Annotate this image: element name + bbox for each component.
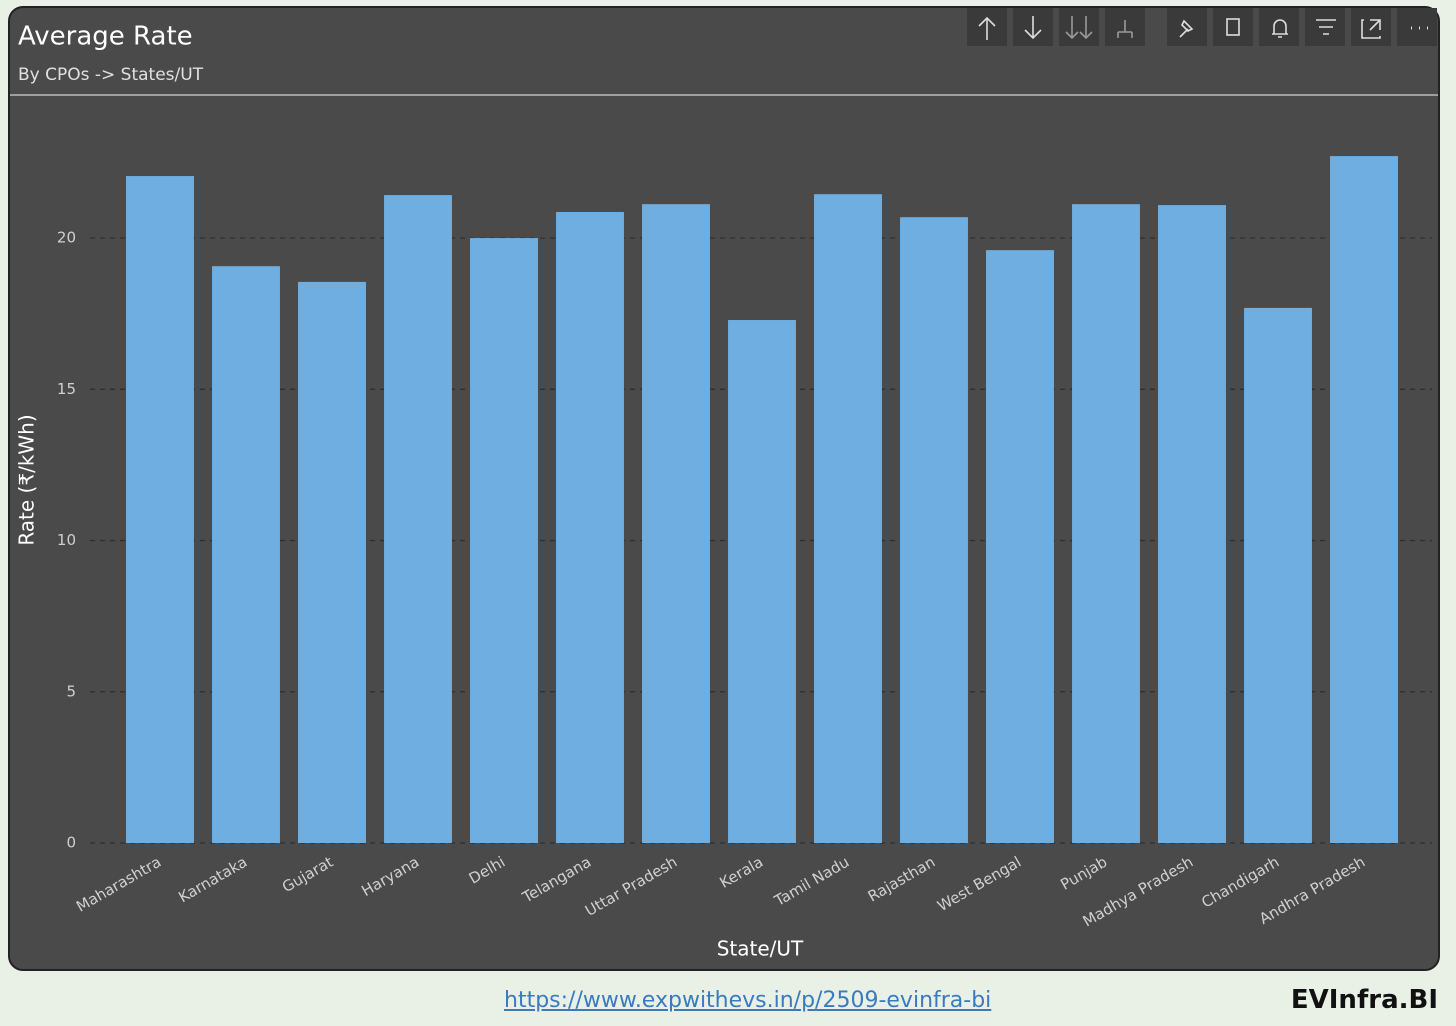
pin[interactable]: [1167, 8, 1207, 46]
more[interactable]: [1397, 8, 1437, 46]
bar: [384, 195, 452, 844]
chart-title: Average Rate: [18, 22, 193, 52]
bar: [126, 176, 194, 843]
bar: [986, 250, 1054, 843]
footer-brand: EVInfra.BI: [1290, 985, 1438, 1015]
focus[interactable]: [1351, 8, 1391, 46]
y-tick-label: 15: [57, 380, 76, 398]
bar: [1330, 156, 1398, 843]
bar: [1244, 307, 1312, 843]
chart-subtitle: By CPOs -> States/UT: [18, 65, 204, 85]
footer-link[interactable]: https://www.expwithevs.in/p/2509-evinfra…: [504, 988, 992, 1013]
y-axis-title: Rate (₹/kWh): [15, 414, 39, 545]
alert[interactable]: [1259, 8, 1299, 46]
bar: [1158, 205, 1226, 844]
drill-all[interactable]: [1059, 8, 1099, 46]
bar: [298, 281, 366, 843]
bar: [900, 217, 968, 844]
bar: [1072, 204, 1140, 843]
bar: [814, 194, 882, 843]
toolbar[interactable]: [967, 8, 1437, 46]
y-tick-label: 0: [66, 834, 76, 852]
y-tick-label: 5: [66, 682, 76, 700]
bar: [642, 204, 710, 843]
bar: [728, 320, 796, 844]
x-axis-title: State/UT: [717, 937, 804, 961]
y-tick-label: 10: [57, 531, 76, 549]
y-tick-label: 20: [57, 229, 76, 247]
copy[interactable]: [1213, 8, 1253, 46]
bar: [212, 266, 280, 844]
bar: [556, 212, 624, 844]
bar: [470, 238, 538, 843]
